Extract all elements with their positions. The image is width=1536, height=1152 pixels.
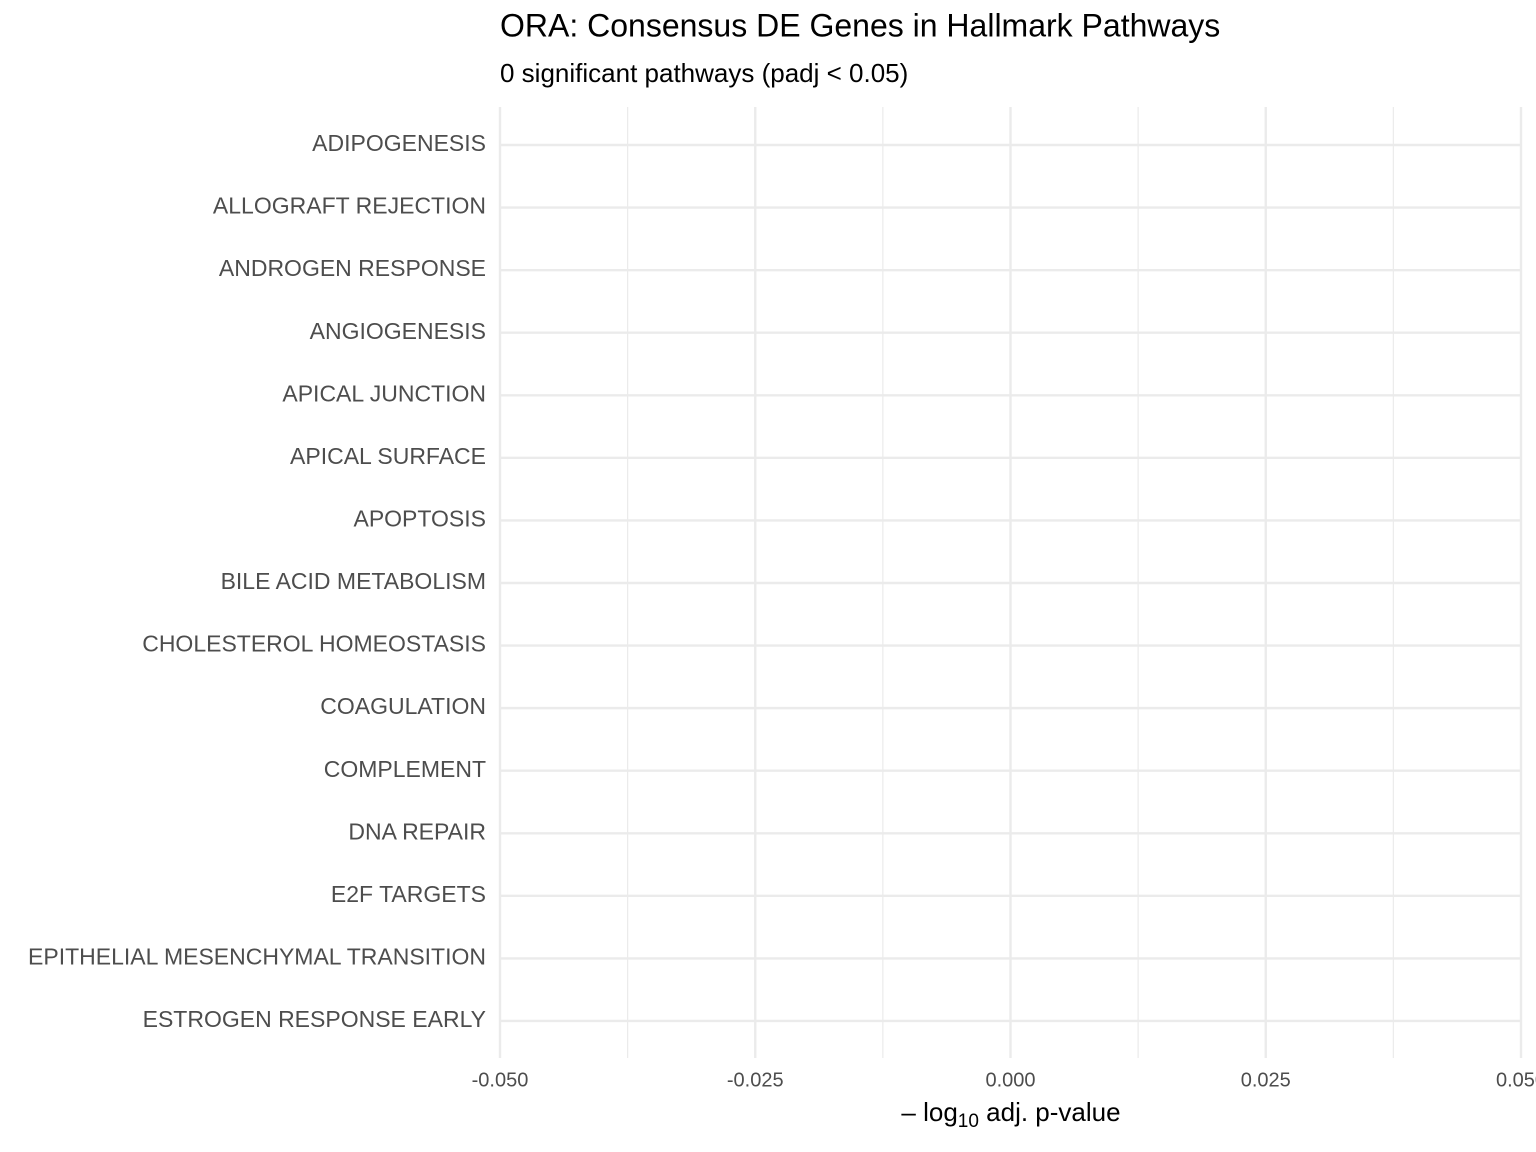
y-tick-label: APICAL SURFACE <box>290 443 486 469</box>
y-tick-label: COMPLEMENT <box>324 756 486 782</box>
chart-subtitle: 0 significant pathways (padj < 0.05) <box>500 58 908 88</box>
x-tick-label: -0.050 <box>472 1069 529 1091</box>
x-tick-label: 0.050 <box>1496 1069 1536 1091</box>
y-tick-label: ANDROGEN RESPONSE <box>219 255 486 281</box>
x-tick-label: 0.025 <box>1241 1069 1291 1091</box>
y-tick-label: ESTROGEN RESPONSE EARLY <box>143 1006 486 1032</box>
x-label-main: – log <box>901 1097 957 1127</box>
x-tick-label: 0.000 <box>985 1069 1035 1091</box>
y-tick-label: COAGULATION <box>320 693 486 719</box>
y-tick-label: APOPTOSIS <box>353 505 486 531</box>
y-tick-label: ANGIOGENESIS <box>310 318 486 344</box>
y-tick-label: EPITHELIAL MESENCHYMAL TRANSITION <box>28 943 486 969</box>
y-tick-label: APICAL JUNCTION <box>282 380 486 406</box>
y-tick-label: ALLOGRAFT REJECTION <box>213 193 486 219</box>
x-tick-label: -0.025 <box>727 1069 784 1091</box>
chart-title: ORA: Consensus DE Genes in Hallmark Path… <box>500 7 1220 43</box>
y-tick-label: CHOLESTEROL HOMEOSTASIS <box>142 631 486 657</box>
y-tick-label: BILE ACID METABOLISM <box>221 568 486 594</box>
x-axis-label: – log10 adj. p-value <box>901 1097 1120 1132</box>
y-tick-label: E2F TARGETS <box>331 881 486 907</box>
y-tick-label: DNA REPAIR <box>348 818 486 844</box>
y-tick-label: ADIPOGENESIS <box>312 130 486 156</box>
x-label-rest: adj. p-value <box>979 1097 1121 1127</box>
x-label-sub: 10 <box>958 1111 979 1132</box>
